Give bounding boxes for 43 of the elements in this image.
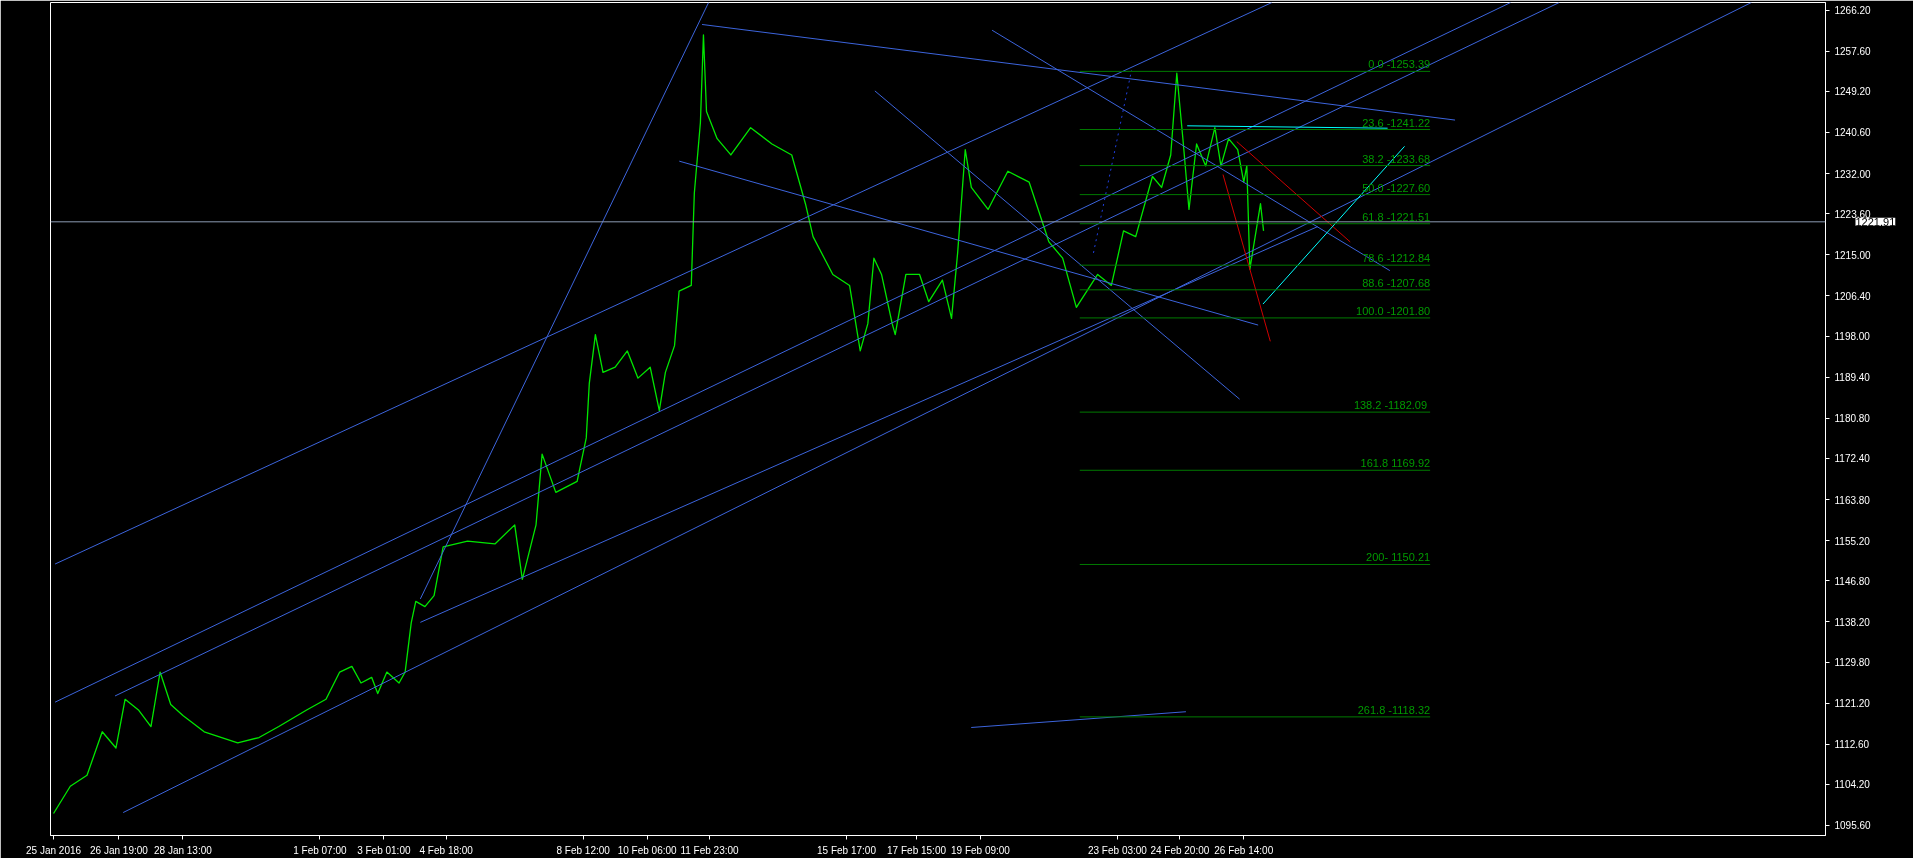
y-tick-label: 1215.00 <box>1834 249 1872 261</box>
y-tick-label: 1112.60 <box>1834 739 1870 751</box>
y-tick-label: 1240.60 <box>1834 127 1872 139</box>
y-tick-label: 1095.60 <box>1834 820 1872 832</box>
annotation: 138.2 -1182.09 <box>1353 399 1428 412</box>
x-tick-label: 11 Feb 23:00 <box>680 844 740 856</box>
x-tick-label: 3 Feb 01:00 <box>357 844 411 856</box>
y-tick-label: 1138.20 <box>1834 616 1871 628</box>
x-tick-label: 10 Feb 06:00 <box>617 844 678 856</box>
x-tick-label: 24 Feb 20:00 <box>1150 844 1210 856</box>
x-tick-label: 15 Feb 17:00 <box>817 844 877 856</box>
x-tick-label: 28 Jan 13:00 <box>154 844 213 856</box>
y-tick-label: 1146.80 <box>1834 575 1871 587</box>
y-tick-label: 1232.00 <box>1834 168 1872 180</box>
y-tick-label: 1121.20 <box>1834 698 1871 710</box>
annotation: 161.8 1169.92 <box>1360 457 1431 470</box>
annotation: 200- 1150.21 <box>1366 551 1431 564</box>
x-tick-label: 17 Feb 15:00 <box>887 844 947 856</box>
x-tick-label: 26 Feb 14:00 <box>1214 844 1274 856</box>
y-tick-label: 1257.60 <box>1834 46 1872 58</box>
y-tick-label: 1104.20 <box>1834 779 1871 791</box>
annotation: 88.6 -1207.68 <box>1362 276 1431 289</box>
annotation: 23.6 -1241.22 <box>1362 116 1431 129</box>
x-tick-label: 25 Jan 2016 <box>26 844 82 856</box>
y-tick-label: 1155.20 <box>1834 535 1871 547</box>
x-tick-label: 26 Jan 19:00 <box>90 844 149 856</box>
x-tick-label: 23 Feb 03:00 <box>1087 844 1148 856</box>
x-tick-label: 1 Feb 07:00 <box>293 844 348 856</box>
y-tick-label: 1180.80 <box>1834 413 1871 425</box>
y-tick-label: 1163.80 <box>1834 494 1871 506</box>
x-tick-label: 4 Feb 18:00 <box>419 844 474 856</box>
y-tick-label: 1172.40 <box>1834 453 1871 465</box>
annotation: 261.8 -1118.32 <box>1357 703 1431 716</box>
y-tick-label: 1129.80 <box>1834 657 1871 669</box>
y-tick-label: 1198.00 <box>1834 331 1871 343</box>
y-tick-label: 1206.40 <box>1834 290 1872 302</box>
x-tick-label: 8 Feb 12:00 <box>556 844 611 856</box>
y-tick-label: 1189.40 <box>1834 372 1871 384</box>
y-tick-label: 1249.20 <box>1834 86 1872 98</box>
annotation: 100.0 -1201.80 <box>1356 304 1431 317</box>
x-tick-label: 19 Feb 09:00 <box>951 844 1011 856</box>
annotation: 61.8 -1221.51 <box>1362 210 1431 223</box>
y-tick-label: 1266.20 <box>1834 5 1872 17</box>
